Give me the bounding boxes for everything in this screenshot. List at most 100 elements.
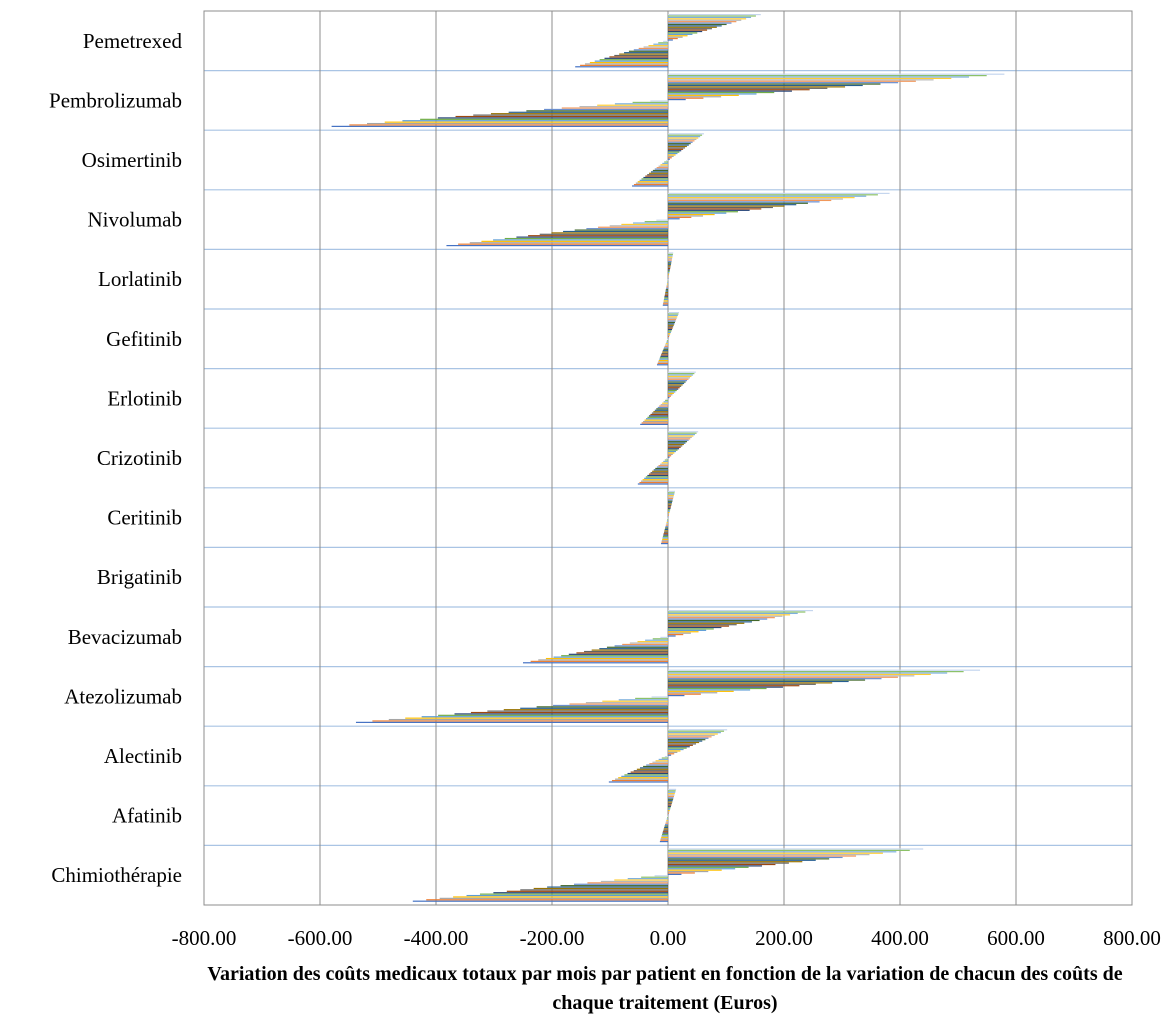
bar-positive [668,751,678,753]
bar-positive [668,870,709,873]
bar-negative [632,185,668,187]
bar-positive [668,504,672,507]
bar-negative [645,175,668,177]
bar-positive [668,669,981,671]
bar-negative [633,222,668,224]
bar-negative [553,704,668,707]
bar-negative [654,409,668,411]
bar-positive [668,626,722,629]
bar-positive [668,510,670,512]
bar-positive [668,269,670,271]
bar-negative [657,362,668,364]
bar-positive [668,456,670,458]
bar-negative [633,183,668,186]
bar-negative [652,761,668,763]
bar-positive [668,509,671,511]
bar-positive [668,490,675,492]
bar-negative [569,703,668,705]
bar-positive [668,798,674,800]
bar-positive [668,683,816,685]
bar-positive [668,201,820,203]
bar-negative [659,358,668,360]
bar-negative [516,236,668,238]
bar-negative [663,348,668,350]
bar-positive [668,148,684,150]
bar-negative [594,60,668,62]
bar-positive [668,137,699,139]
bar-negative [661,462,668,464]
bar-negative [584,650,668,653]
bar-negative [665,343,668,345]
bar-negative [659,357,668,359]
bar-negative [539,233,668,235]
bar-positive [668,448,680,450]
bar-negative [667,279,669,281]
bar-positive [668,337,669,339]
bar-positive [668,32,698,34]
bar-negative [487,710,668,712]
bar-positive [668,801,673,803]
bar-positive [668,812,669,814]
bar-positive [668,635,676,637]
bar-positive [668,152,678,155]
bar-positive [668,497,674,500]
bar-positive [668,628,714,630]
category-label: Osimertinib [82,148,182,172]
bar-negative [664,459,668,461]
bar-positive [668,511,670,514]
category-labels: Pemetrexed Pembrolizumab Osimertinib Nivolu… [49,29,182,887]
bar-negative [663,401,668,403]
bar-negative [367,122,668,125]
bar-negative [658,42,668,44]
bar-positive [668,493,675,495]
bar-negative [587,882,668,884]
bar-positive [668,211,738,213]
bar-negative [372,720,668,722]
bar-positive [668,138,697,141]
bar-negative [644,221,668,223]
bar-negative [632,101,668,104]
bar-negative [662,832,668,834]
bar-negative [615,778,668,780]
bar-positive [668,259,672,261]
bar-positive [668,320,676,322]
bar-positive [668,197,855,199]
bar-positive [668,212,727,214]
bar-positive [668,743,697,745]
bar-positive [668,500,673,502]
bar-positive [668,863,776,866]
bar-positive [668,740,703,742]
bar-negative [651,412,668,414]
bar-negative [665,289,668,291]
bar-negative [636,768,668,770]
bar-negative [528,235,668,237]
bar-negative [614,103,668,105]
bar-positive [668,333,671,335]
bar-negative [666,160,668,162]
bar-negative [533,887,668,890]
bar-positive [668,443,684,446]
bar-negative [663,301,668,303]
bar-positive [668,754,672,756]
bar-positive [668,331,671,333]
bar-negative [621,223,668,226]
bar-negative [656,466,668,468]
bar-negative [614,879,668,881]
bar-negative [454,713,668,715]
bar-negative [355,721,668,723]
bar-negative [643,46,668,48]
bar-positive [668,30,703,33]
bar-negative [664,528,668,531]
x-tick-label: -400.00 [404,926,469,950]
bar-negative [458,243,668,245]
bar-negative [666,341,668,343]
bar-negative [658,359,668,362]
bar-negative [660,636,668,638]
bar-negative [644,419,668,421]
bar-negative [655,760,668,762]
bar-positive [668,694,685,697]
bar-positive [668,733,718,735]
bar-positive [668,327,673,329]
bar-negative [665,821,668,823]
bar-positive [668,805,671,807]
